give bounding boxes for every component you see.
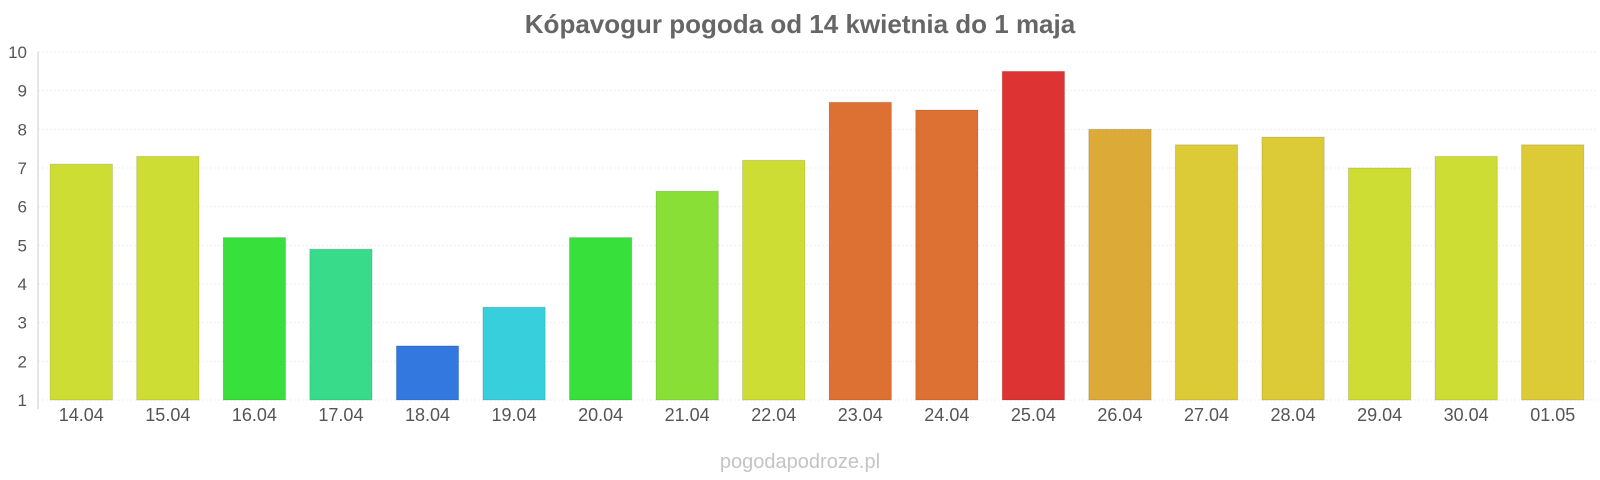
y-tick-label: 4 (18, 275, 27, 294)
bar-22.04 (742, 159, 806, 401)
bar-15.04 (136, 155, 200, 401)
y-tick-label: 3 (18, 314, 27, 333)
bar-14.04 (49, 163, 113, 401)
x-tick-label: 14.04 (59, 405, 104, 425)
bar-18.04 (395, 345, 460, 401)
x-axis-ticks: 14.04 15.04 16.04 17.04 18.04 19.04 20.04 21.04… (59, 405, 1575, 425)
x-tick-label: 19.04 (492, 405, 537, 425)
x-tick-label: 20.04 (578, 405, 623, 425)
bar-23.04 (828, 101, 892, 401)
y-tick-label: 9 (18, 82, 27, 101)
y-tick-label: 6 (18, 198, 27, 217)
x-tick-label: 01.05 (1530, 405, 1575, 425)
bar-30.04 (1434, 155, 1498, 401)
y-tick-label: 8 (18, 120, 27, 139)
bar-27.04 (1174, 144, 1239, 401)
bar-20.04 (568, 237, 633, 401)
bar-17.04 (309, 248, 373, 401)
x-tick-label: 18.04 (405, 405, 450, 425)
bar-16.04 (222, 237, 287, 401)
x-tick-label: 27.04 (1184, 405, 1229, 425)
bar-29.04 (1347, 167, 1412, 401)
bar-28.04 (1261, 136, 1325, 401)
bar-19.04 (482, 306, 546, 401)
y-tick-label: 2 (18, 352, 27, 371)
x-tick-label: 23.04 (838, 405, 883, 425)
x-tick-label: 16.04 (232, 405, 277, 425)
y-tick-label: 7 (18, 159, 27, 178)
x-tick-label: 17.04 (318, 405, 363, 425)
x-tick-label: 26.04 (1097, 405, 1142, 425)
watermark: pogodapodroze.pl (720, 451, 880, 473)
y-tick-label: 5 (18, 236, 27, 255)
x-tick-label: 22.04 (751, 405, 796, 425)
bar-24.04 (915, 109, 979, 401)
x-tick-label: 30.04 (1444, 405, 1489, 425)
x-tick-label: 21.04 (665, 405, 710, 425)
x-tick-label: 24.04 (924, 405, 969, 425)
bar-26.04 (1088, 128, 1152, 401)
x-tick-label: 28.04 (1271, 405, 1316, 425)
y-tick-label: 1 (18, 391, 27, 410)
chart-title: Kópavogur pogoda od 14 kwietnia do 1 maj… (525, 9, 1076, 39)
bar-25.04 (1001, 70, 1066, 401)
bar-01.05 (1521, 144, 1585, 401)
x-tick-label: 25.04 (1011, 405, 1056, 425)
y-axis-ticks: 1 2 3 4 5 6 7 8 9 10 (8, 43, 27, 410)
x-tick-label: 15.04 (145, 405, 190, 425)
x-tick-label: 29.04 (1357, 405, 1402, 425)
y-tick-label: 10 (8, 43, 27, 62)
bar-21.04 (655, 190, 719, 401)
bars (49, 70, 1585, 401)
